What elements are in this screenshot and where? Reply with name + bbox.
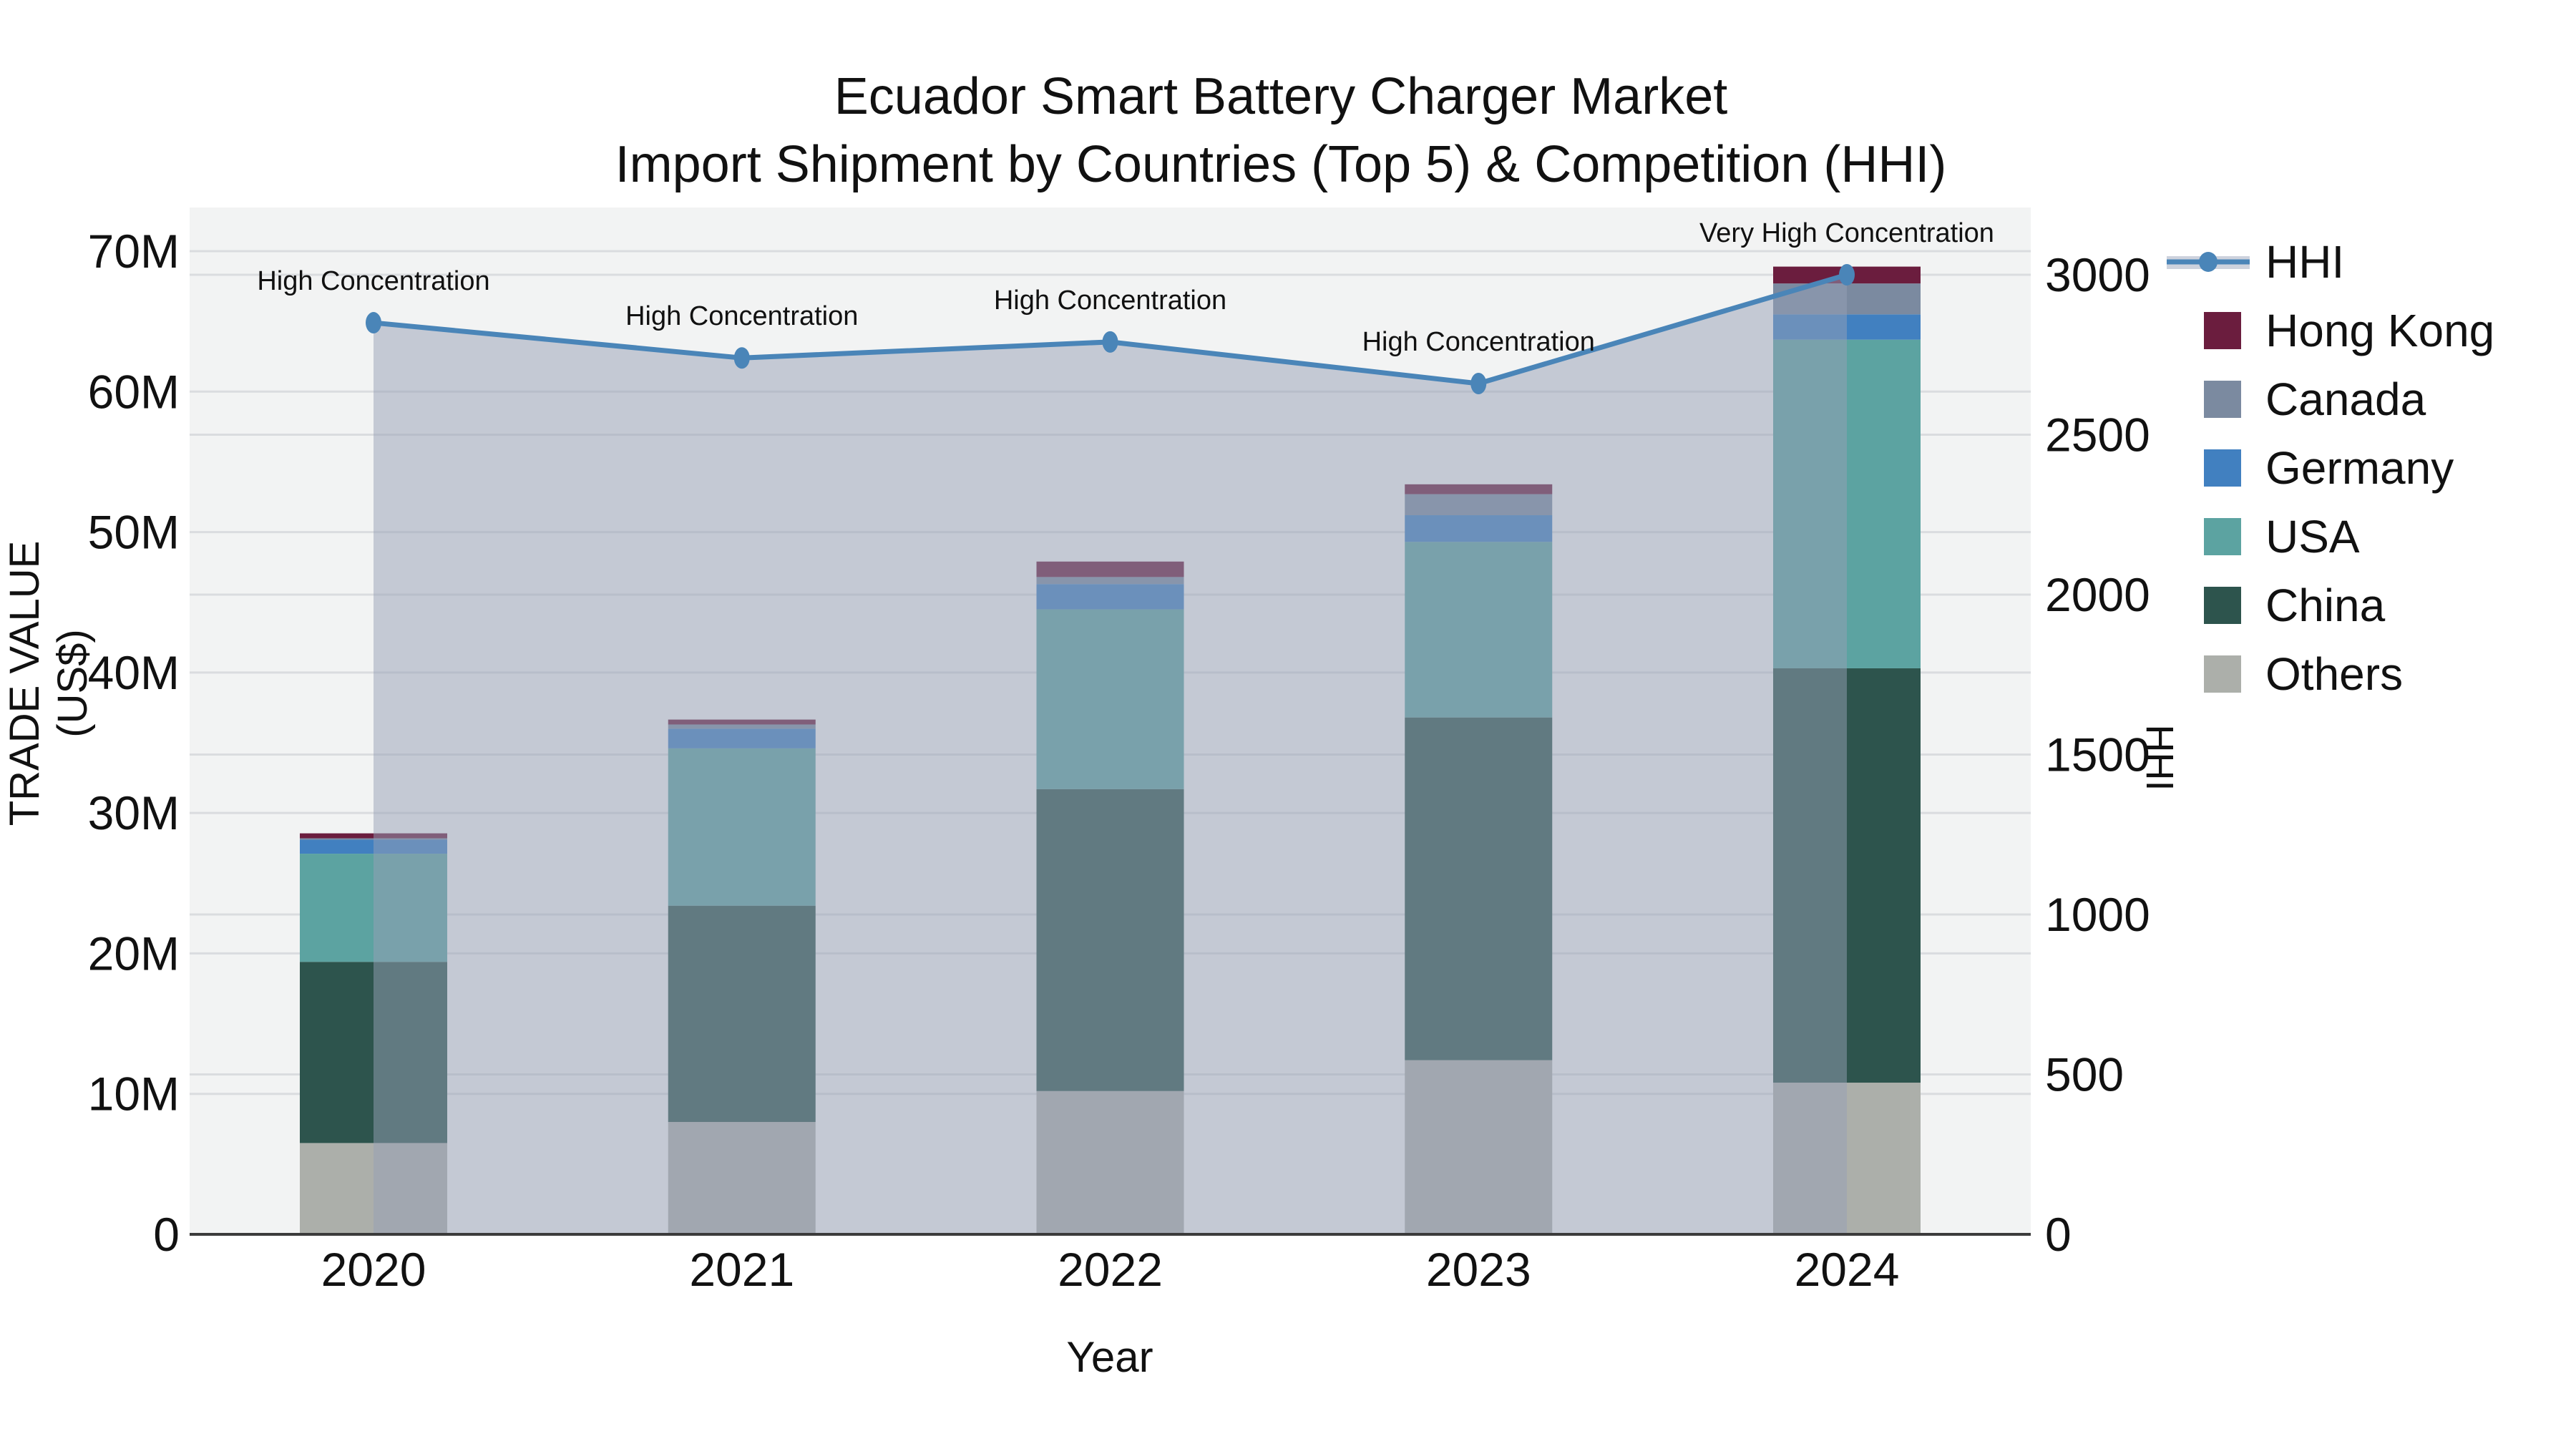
y-axis-tick-label-left: 70M (88, 225, 180, 278)
legend-label: USA (2265, 511, 2360, 562)
hhi-line-icon (2167, 252, 2250, 272)
legend-item-canada[interactable]: Canada (2204, 365, 2494, 434)
chart-title-line2: Import Shipment by Countries (Top 5) & C… (615, 136, 1947, 194)
y-axis-tick-label-left: 20M (88, 927, 180, 980)
y-axis-tick-label-left: 30M (88, 786, 180, 839)
legend-label: HHI (2265, 236, 2345, 288)
annotation-2021: High Concentration (625, 301, 858, 331)
annotation-2023: High Concentration (1362, 327, 1595, 357)
hhi-marker-2020[interactable] (366, 312, 381, 334)
y-axis-tick-label-right: 1500 (2045, 728, 2150, 781)
y-axis-tick-label-left: 0 (153, 1208, 180, 1261)
x-axis-tick-label[interactable]: 2021 (689, 1243, 794, 1296)
annotation-2022: High Concentration (994, 286, 1226, 316)
legend-label: Canada (2265, 374, 2426, 425)
legend: HHI Hong Kong Canada Germany USA China O… (2167, 228, 2494, 708)
legend-label: Germany (2265, 442, 2454, 494)
y-axis-tick-label-right: 0 (2045, 1208, 2072, 1261)
annotation-2020: High Concentration (257, 266, 489, 296)
y-axis-tick-label-left: 50M (88, 506, 180, 559)
hhi-area-fill (374, 275, 1847, 1234)
annotation-2024: Very High Concentration (1699, 218, 1994, 248)
chart-title-line1: Ecuador Smart Battery Charger Market (834, 68, 1728, 125)
y-axis-tick-label-left: 40M (88, 646, 180, 699)
legend-item-others[interactable]: Others (2204, 640, 2494, 708)
y-axis-tick-label-right: 3000 (2045, 248, 2150, 301)
x-axis-tick-label[interactable]: 2020 (321, 1243, 426, 1296)
y-axis-tick-label-left: 60M (88, 365, 180, 418)
legend-item-usa[interactable]: USA (2204, 502, 2494, 571)
legend-item-hong-kong[interactable]: Hong Kong (2204, 296, 2494, 365)
canada-swatch-icon (2204, 381, 2241, 418)
usa-swatch-icon (2204, 518, 2241, 555)
germany-swatch-icon (2204, 449, 2241, 487)
y-axis-tick-label-right: 500 (2045, 1048, 2124, 1101)
china-swatch-icon (2204, 587, 2241, 624)
y-axis-title-left: TRADE VALUE (US$) (1, 540, 96, 826)
y-axis-tick-label-right: 2500 (2045, 409, 2150, 462)
hhi-marker-2024[interactable] (1839, 264, 1855, 286)
legend-item-germany[interactable]: Germany (2204, 434, 2494, 502)
y-axis-tick-label-right: 1000 (2045, 888, 2150, 941)
others-swatch-icon (2204, 655, 2241, 693)
legend-label: Hong Kong (2265, 305, 2495, 356)
legend-label: China (2265, 580, 2386, 631)
x-axis-tick-label[interactable]: 2023 (1426, 1243, 1531, 1296)
y-axis-title-right: HHI (2138, 724, 2181, 791)
legend-label: Others (2265, 648, 2404, 700)
x-axis-title: Year (1066, 1333, 1153, 1381)
x-axis-tick-label[interactable]: 2022 (1058, 1243, 1163, 1296)
legend-item-china[interactable]: China (2204, 571, 2494, 640)
hhi-marker-2021[interactable] (733, 347, 750, 369)
hhi-marker-2022[interactable] (1102, 331, 1118, 353)
y-axis-tick-label-left: 10M (88, 1068, 180, 1121)
legend-item-hhi[interactable]: HHI (2167, 228, 2494, 296)
chart-title: Ecuador Smart Battery Charger Market Imp… (0, 63, 2562, 199)
hhi-marker-2023[interactable] (1470, 372, 1487, 394)
y-axis-tick-label-right: 2000 (2045, 568, 2150, 621)
x-axis-tick-label[interactable]: 2024 (1795, 1243, 1900, 1296)
hong-kong-swatch-icon (2204, 312, 2241, 349)
